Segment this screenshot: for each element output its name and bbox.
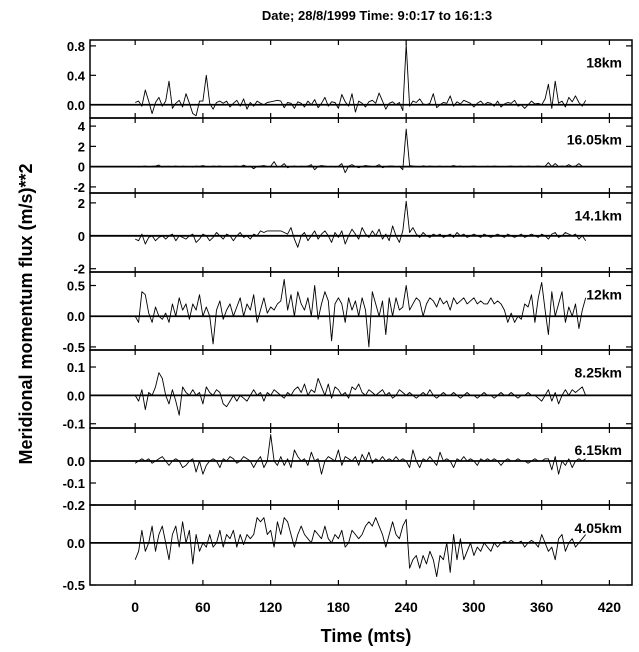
- x-tick-label: 360: [530, 599, 554, 615]
- x-tick-label: 120: [259, 599, 283, 615]
- panel-label: 18km: [586, 54, 622, 70]
- y-tick-label: -0.5: [63, 340, 85, 355]
- y-tick-label: 0.0: [67, 98, 85, 113]
- x-tick-label: 180: [327, 599, 351, 615]
- y-tick-label: -0.5: [63, 578, 85, 593]
- y-tick-label: 0.0: [67, 454, 85, 469]
- y-tick-label: 0: [78, 160, 85, 175]
- y-tick-label: -2: [73, 262, 85, 277]
- series-line: [134, 372, 587, 416]
- x-axis: 0 60 120 180 240 300 360 420: [131, 599, 621, 615]
- y-axis-label: Meridional momentum flux (m/s)**2: [16, 163, 36, 464]
- x-tick-label: 300: [462, 599, 486, 615]
- series-line: [134, 434, 586, 475]
- y-tick-label: 0.0: [67, 309, 85, 324]
- x-tick-label: 420: [598, 599, 622, 615]
- y-tick-label: -2: [73, 180, 85, 195]
- x-tick-label: 60: [195, 599, 211, 615]
- panel-label: 8.25km: [575, 364, 622, 380]
- series-line: [134, 278, 587, 348]
- y-tick-label: -0.1: [63, 476, 85, 491]
- y-tick-label: 2: [78, 196, 85, 211]
- series-line: [134, 517, 587, 578]
- panel-frame: [89, 39, 633, 119]
- panel-1: -2 0 2 4 16.05km: [73, 117, 633, 195]
- panel-3: -0.5 0.0 0.5 12km: [63, 271, 633, 355]
- y-tick-label: 0.4: [67, 68, 86, 83]
- panel-6: -0.5 0.0 4.05km: [63, 504, 633, 593]
- y-tick-label: 2: [78, 139, 85, 154]
- y-tick-label: -0.1: [63, 417, 85, 432]
- panel-frame: [89, 504, 633, 586]
- panel-label: 4.05km: [575, 520, 622, 536]
- panel-label: 12km: [586, 286, 622, 302]
- series-line: [135, 200, 587, 248]
- panel-5: -0.2 -0.1 0.0 6.15km: [63, 427, 633, 513]
- panel-label: 16.05km: [567, 131, 622, 147]
- x-tick-label: 240: [394, 599, 418, 615]
- panel-group: 0.0 0.4 0.8 18km -2 0 2 4 16.05km -2 0 2 14.1km -0.5 0…: [63, 39, 633, 593]
- panel-0: 0.0 0.4 0.8 18km: [67, 39, 633, 119]
- panel-label: 14.1km: [575, 208, 622, 224]
- panel-frame: [89, 117, 633, 194]
- panel-2: -2 0 2 14.1km: [73, 192, 633, 277]
- series-line: [135, 128, 586, 174]
- y-tick-label: 0.5: [67, 279, 85, 294]
- x-axis-label: Time (mts): [321, 626, 412, 646]
- panel-4: -0.1 0.0 0.1 8.25km: [63, 349, 633, 432]
- y-tick-label: 4: [78, 119, 86, 134]
- series-line: [135, 43, 587, 117]
- y-tick-label: 0.1: [67, 360, 85, 375]
- y-tick-label: 0.0: [67, 536, 85, 551]
- y-tick-label: -0.2: [63, 498, 85, 513]
- x-tick-label: 0: [131, 599, 139, 615]
- y-tick-label: 0: [78, 229, 85, 244]
- panel-label: 6.15km: [575, 442, 622, 458]
- y-tick-label: 0.8: [67, 39, 85, 54]
- chart-title: Date; 28/8/1999 Time: 9:0:17 to 16:1:3: [262, 8, 492, 23]
- y-tick-label: 0.0: [67, 388, 85, 403]
